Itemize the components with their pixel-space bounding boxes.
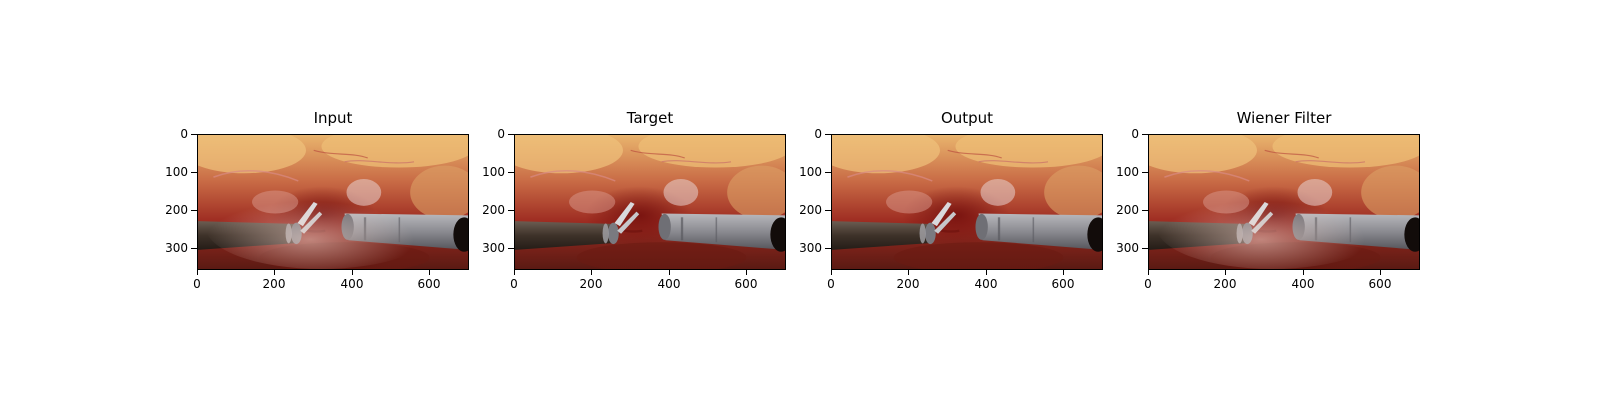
x-tick — [274, 270, 275, 275]
y-tick-label: 200 — [165, 203, 188, 217]
x-tick — [746, 270, 747, 275]
x-tick-label: 600 — [1368, 277, 1392, 291]
y-tick-label: 100 — [1116, 165, 1139, 179]
subplot-title: Target — [626, 109, 674, 127]
y-tick — [508, 134, 514, 135]
x-tick-label: 400 — [974, 277, 998, 291]
y-tick — [191, 210, 197, 211]
y-tick-label: 200 — [482, 203, 505, 217]
x-tick-label: 600 — [1051, 277, 1075, 291]
x-tick — [831, 270, 832, 275]
y-tick-label: 300 — [482, 241, 505, 255]
y-tick-label: 100 — [482, 165, 505, 179]
x-tick-label: 200 — [896, 277, 920, 291]
y-tick-label: 200 — [1116, 203, 1139, 217]
x-tick — [1148, 270, 1149, 275]
y-tick — [1142, 134, 1148, 135]
surgical-image — [515, 135, 785, 269]
y-tick — [825, 134, 831, 135]
x-tick-label: 200 — [1213, 277, 1237, 291]
y-tick — [1142, 248, 1148, 249]
x-tick-label: 400 — [340, 277, 364, 291]
y-tick — [508, 210, 514, 211]
subplot-title: Wiener Filter — [1236, 109, 1332, 127]
y-tick-label: 200 — [799, 203, 822, 217]
surgical-image — [198, 135, 468, 269]
y-tick-label: 300 — [1116, 241, 1139, 255]
y-tick-label: 300 — [799, 241, 822, 255]
image-axes — [831, 134, 1103, 270]
x-tick — [429, 270, 430, 275]
x-tick — [197, 270, 198, 275]
x-tick-label: 200 — [579, 277, 603, 291]
subplot-panel-2: Target — [469, 0, 789, 400]
y-tick-label: 0 — [1131, 127, 1139, 141]
subplot-panel-4: Wiener Filter — [1103, 0, 1423, 400]
x-tick — [986, 270, 987, 275]
x-tick — [1225, 270, 1226, 275]
y-tick — [1142, 172, 1148, 173]
y-tick-label: 100 — [165, 165, 188, 179]
y-tick — [1142, 210, 1148, 211]
subplot-panel-1: Input — [152, 0, 472, 400]
y-tick-label: 0 — [814, 127, 822, 141]
x-tick-label: 400 — [1291, 277, 1315, 291]
y-tick-label: 100 — [799, 165, 822, 179]
y-tick — [508, 172, 514, 173]
x-tick-label: 0 — [827, 277, 835, 291]
surgical-image — [1149, 135, 1419, 269]
y-tick-label: 0 — [497, 127, 505, 141]
subplot-title: Output — [940, 109, 994, 127]
y-tick — [825, 248, 831, 249]
image-axes — [197, 134, 469, 270]
y-tick — [191, 248, 197, 249]
x-tick — [1380, 270, 1381, 275]
y-tick — [191, 172, 197, 173]
subplot-title: Input — [313, 109, 353, 127]
x-tick-label: 600 — [734, 277, 758, 291]
y-tick — [825, 172, 831, 173]
x-tick — [352, 270, 353, 275]
x-tick-label: 0 — [1144, 277, 1152, 291]
y-tick — [508, 248, 514, 249]
x-tick — [1303, 270, 1304, 275]
x-tick — [591, 270, 592, 275]
x-tick-label: 0 — [193, 277, 201, 291]
image-axes — [1148, 134, 1420, 270]
x-tick — [669, 270, 670, 275]
x-tick-label: 200 — [262, 277, 286, 291]
x-tick — [908, 270, 909, 275]
y-tick-label: 300 — [165, 241, 188, 255]
x-tick-label: 0 — [510, 277, 518, 291]
x-tick — [1063, 270, 1064, 275]
image-axes — [514, 134, 786, 270]
x-tick — [514, 270, 515, 275]
x-tick-label: 400 — [657, 277, 681, 291]
surgical-image — [832, 135, 1102, 269]
y-tick — [825, 210, 831, 211]
y-tick-label: 0 — [180, 127, 188, 141]
subplot-panel-3: Output — [786, 0, 1106, 400]
y-tick — [191, 134, 197, 135]
x-tick-label: 600 — [417, 277, 441, 291]
